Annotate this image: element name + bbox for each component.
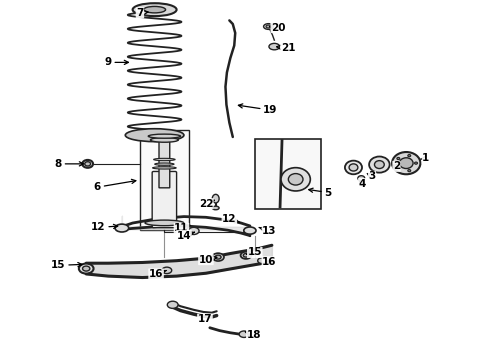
Ellipse shape bbox=[397, 167, 400, 169]
Ellipse shape bbox=[399, 158, 413, 168]
Ellipse shape bbox=[345, 161, 362, 174]
Ellipse shape bbox=[215, 255, 221, 259]
Text: 3: 3 bbox=[368, 171, 376, 181]
Text: 22: 22 bbox=[198, 199, 215, 209]
Ellipse shape bbox=[188, 227, 199, 234]
Text: 11: 11 bbox=[174, 224, 190, 233]
FancyBboxPatch shape bbox=[159, 140, 170, 188]
Text: 9: 9 bbox=[105, 57, 128, 67]
Text: 17: 17 bbox=[197, 314, 212, 324]
Ellipse shape bbox=[269, 43, 280, 50]
Text: 5: 5 bbox=[309, 188, 332, 198]
Ellipse shape bbox=[85, 162, 91, 166]
Text: 12: 12 bbox=[222, 215, 240, 224]
Ellipse shape bbox=[150, 138, 178, 142]
Ellipse shape bbox=[374, 161, 384, 168]
Text: 18: 18 bbox=[245, 330, 261, 340]
Ellipse shape bbox=[154, 158, 175, 161]
Bar bbox=[255, 139, 321, 209]
Text: 21: 21 bbox=[277, 43, 295, 53]
Ellipse shape bbox=[358, 176, 365, 181]
Bar bbox=[140, 130, 189, 230]
Text: 6: 6 bbox=[94, 179, 136, 192]
Ellipse shape bbox=[369, 157, 390, 173]
Ellipse shape bbox=[397, 157, 400, 159]
Ellipse shape bbox=[244, 227, 256, 234]
Ellipse shape bbox=[239, 331, 249, 337]
Ellipse shape bbox=[266, 25, 271, 28]
Ellipse shape bbox=[125, 129, 184, 141]
Ellipse shape bbox=[162, 267, 172, 274]
Ellipse shape bbox=[155, 163, 174, 165]
Ellipse shape bbox=[349, 164, 358, 171]
Ellipse shape bbox=[392, 152, 420, 174]
Ellipse shape bbox=[408, 170, 411, 172]
FancyBboxPatch shape bbox=[152, 171, 176, 228]
Text: 15: 15 bbox=[247, 247, 262, 257]
Ellipse shape bbox=[241, 252, 251, 259]
Text: 12: 12 bbox=[91, 222, 118, 232]
Ellipse shape bbox=[258, 258, 267, 264]
Text: 16: 16 bbox=[149, 269, 167, 279]
Ellipse shape bbox=[144, 6, 166, 13]
Ellipse shape bbox=[415, 162, 417, 164]
Text: 7: 7 bbox=[136, 8, 148, 18]
Ellipse shape bbox=[212, 194, 219, 203]
Text: 19: 19 bbox=[238, 104, 278, 115]
Ellipse shape bbox=[145, 220, 184, 226]
Ellipse shape bbox=[152, 167, 176, 169]
Text: 15: 15 bbox=[51, 260, 82, 270]
Ellipse shape bbox=[288, 174, 303, 185]
Ellipse shape bbox=[281, 168, 310, 191]
Text: 20: 20 bbox=[270, 23, 286, 33]
Text: 13: 13 bbox=[259, 226, 277, 236]
Ellipse shape bbox=[264, 24, 273, 30]
Text: 10: 10 bbox=[198, 255, 217, 265]
Ellipse shape bbox=[212, 253, 224, 261]
Ellipse shape bbox=[133, 3, 176, 16]
Text: 4: 4 bbox=[359, 179, 366, 189]
Ellipse shape bbox=[408, 154, 411, 157]
Text: 16: 16 bbox=[262, 257, 277, 267]
Text: 8: 8 bbox=[55, 159, 83, 169]
Text: 14: 14 bbox=[176, 231, 195, 240]
Text: 2: 2 bbox=[392, 161, 400, 171]
Ellipse shape bbox=[244, 253, 248, 257]
Text: 1: 1 bbox=[421, 153, 429, 163]
Ellipse shape bbox=[82, 160, 93, 168]
Ellipse shape bbox=[148, 134, 180, 138]
Ellipse shape bbox=[212, 206, 219, 210]
Ellipse shape bbox=[167, 301, 178, 309]
Ellipse shape bbox=[79, 264, 94, 274]
Ellipse shape bbox=[82, 266, 90, 271]
Ellipse shape bbox=[115, 224, 129, 232]
